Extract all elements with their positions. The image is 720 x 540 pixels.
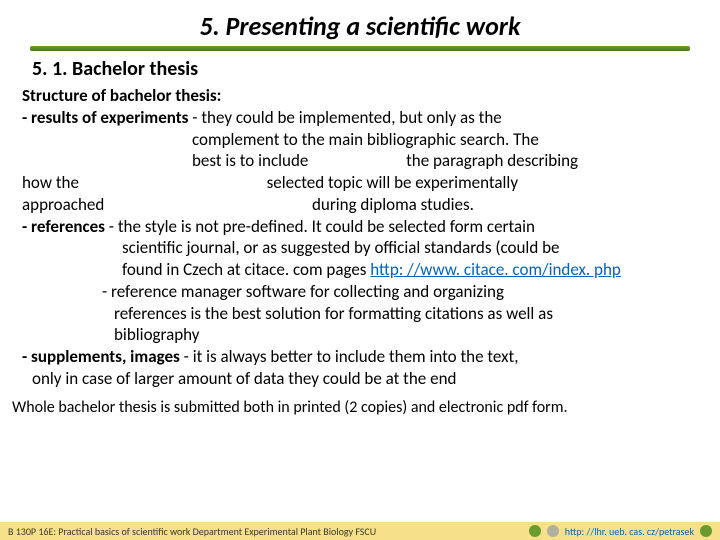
references-line-2: scientific journal, or as suggested by o… — [22, 237, 700, 259]
footer-left-text: B 130P 16E: Practical basics of scientif… — [8, 525, 376, 538]
globe-icon — [547, 525, 559, 537]
supplements-label: - supplements, images — [22, 346, 180, 367]
leaf-icon — [700, 525, 712, 537]
results-label: - results of experiments — [22, 107, 188, 128]
supplements-line-2: only in case of larger amount of data th… — [22, 368, 700, 390]
results-line-5a: approached — [22, 194, 104, 215]
footer-bar: B 130P 16E: Practical basics of scientif… — [0, 522, 720, 540]
references-label: - references — [22, 216, 105, 237]
references-line-5: references is the best solution for form… — [22, 303, 700, 325]
results-line-2: complement to the main bibliographic sea… — [22, 129, 700, 151]
subsection-heading: 5. 1. Bachelor thesis — [32, 57, 720, 81]
closing-line: Whole bachelor thesis is submitted both … — [12, 398, 708, 418]
structure-heading: Structure of bachelor thesis: — [22, 85, 221, 106]
results-line-3b: the paragraph describing — [406, 150, 578, 171]
citace-link[interactable]: http: //www. citace. com/index. php — [370, 259, 621, 280]
body-content: Structure of bachelor thesis: - results … — [22, 85, 700, 390]
references-line-4: - reference manager software for collect… — [22, 281, 700, 303]
leaf-icon — [529, 525, 541, 537]
references-line-6: bibliography — [22, 324, 700, 346]
slide-title: 5. Presenting a scientific work — [0, 0, 720, 46]
title-underline — [30, 46, 690, 51]
references-text-1: - the style is not pre-defined. It could… — [105, 216, 535, 237]
references-line-3: found in Czech at citace. com pages — [122, 259, 370, 280]
results-line-5b: during diploma studies. — [312, 194, 474, 215]
footer-url[interactable]: http: //lhr. ueb. cas. cz/petrasek — [565, 525, 694, 538]
supplements-text-1: - it is always better to include them in… — [180, 346, 519, 367]
results-line-4a: how the — [22, 172, 79, 193]
results-line-3a: best is to include — [192, 150, 308, 171]
results-text-1: - they could be implemented, but only as… — [188, 107, 501, 128]
results-line-4b: selected topic will be experimentally — [267, 172, 518, 193]
